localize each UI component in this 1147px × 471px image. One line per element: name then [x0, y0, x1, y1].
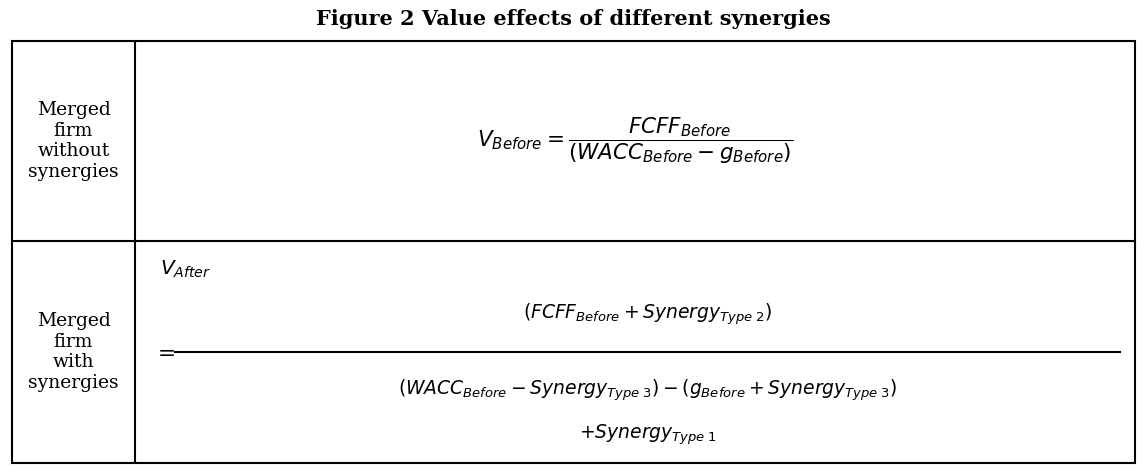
Text: $\left(WACC_{Before} - Synergy_{Type\;3}\right) - \left(g_{Before} + Synergy_{Ty: $\left(WACC_{Before} - Synergy_{Type\;3}…: [398, 377, 897, 403]
Text: Figure 2 Value effects of different synergies: Figure 2 Value effects of different syne…: [317, 9, 830, 29]
Text: $\left(FCFF_{Before} + Synergy_{Type\;2}\right)$: $\left(FCFF_{Before} + Synergy_{Type\;2}…: [523, 301, 772, 327]
Text: $V_{Before} = \dfrac{FCFF_{Before}}{(WACC_{Before} - g_{Before})}$: $V_{Before} = \dfrac{FCFF_{Before}}{(WAC…: [477, 116, 794, 166]
Bar: [11, 41, 1136, 463]
Text: $=$: $=$: [153, 341, 175, 363]
Text: $+Synergy_{Type\;1}$: $+Synergy_{Type\;1}$: [578, 423, 717, 447]
Text: Merged
firm
with
synergies: Merged firm with synergies: [29, 312, 119, 392]
Text: $V_{After}$: $V_{After}$: [159, 259, 211, 280]
Text: Merged
firm
without
synergies: Merged firm without synergies: [29, 101, 119, 181]
